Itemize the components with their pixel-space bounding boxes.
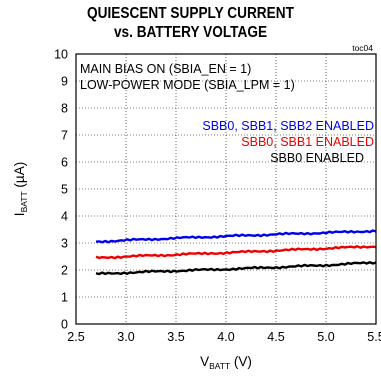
chart-title-line-2: vs. BATTERY VOLTAGE (113, 24, 268, 41)
y-axis-label-main: I (12, 212, 27, 216)
series-line-0 (95, 229, 377, 244)
condition-note: LOW-POWER MODE (SBIA_LPM = 1) (80, 78, 295, 92)
y-tick-label: 2 (61, 264, 68, 278)
x-tick-label: 3.5 (167, 330, 184, 344)
y-tick-label: 7 (61, 129, 68, 143)
x-axis-label-unit: (V) (230, 354, 252, 369)
x-tick-label: 3.0 (117, 330, 134, 344)
x-tick-label: 4.5 (267, 330, 284, 344)
series-label: SBB0, SBB1, SBB2 ENABLED (202, 119, 374, 133)
annotations: toc04 MAIN BIAS ON (SBIA_EN = 1) LOW-POWER… (12, 43, 374, 371)
y-tick-label: 8 (61, 102, 68, 116)
series-label: SBB0 ENABLED (270, 151, 364, 165)
series-label: SBB0, SBB1 ENABLED (241, 135, 374, 149)
x-tick-label: 5.5 (367, 330, 381, 344)
condition-note: MAIN BIAS ON (SBIA_EN = 1) (80, 62, 251, 76)
series-line-2 (95, 261, 377, 276)
y-tick-label: 4 (61, 210, 68, 224)
x-tick-label: 4.0 (217, 330, 234, 344)
y-tick-label: 10 (54, 48, 68, 62)
y-tick-label: 1 (61, 291, 68, 305)
x-tick-label: 2.5 (67, 330, 84, 344)
x-axis-label: VBATT (V) (200, 354, 252, 371)
figure-tag: toc04 (352, 43, 373, 53)
y-tick-label: 3 (61, 237, 68, 251)
tick-labels: 2.5 3.0 3.5 4.0 4.5 5.0 5.5 0 1 2 3 4 5 6 7 8 9 10 (54, 48, 381, 345)
y-tick-label: 0 (61, 318, 68, 332)
y-tick-label: 9 (61, 75, 68, 89)
x-axis-label-sub: BATT (209, 361, 230, 371)
y-axis-label-group: IBATT (µA) (12, 162, 29, 216)
x-tick-label: 5.0 (317, 330, 334, 344)
series-lines (95, 229, 377, 276)
y-tick-label: 6 (61, 156, 68, 170)
series-line-1 (95, 245, 377, 260)
x-axis-label-main: V (200, 354, 209, 369)
y-tick-label: 5 (61, 183, 68, 197)
y-axis-label-sub: BATT (19, 191, 29, 212)
y-axis-label-unit: (µA) (12, 162, 27, 192)
chart-title-line-1: QUIESCENT SUPPLY CURRENT (87, 5, 294, 22)
grid (76, 54, 376, 324)
y-axis-label: IBATT (µA) (12, 162, 29, 216)
plot-frame (75, 53, 377, 325)
